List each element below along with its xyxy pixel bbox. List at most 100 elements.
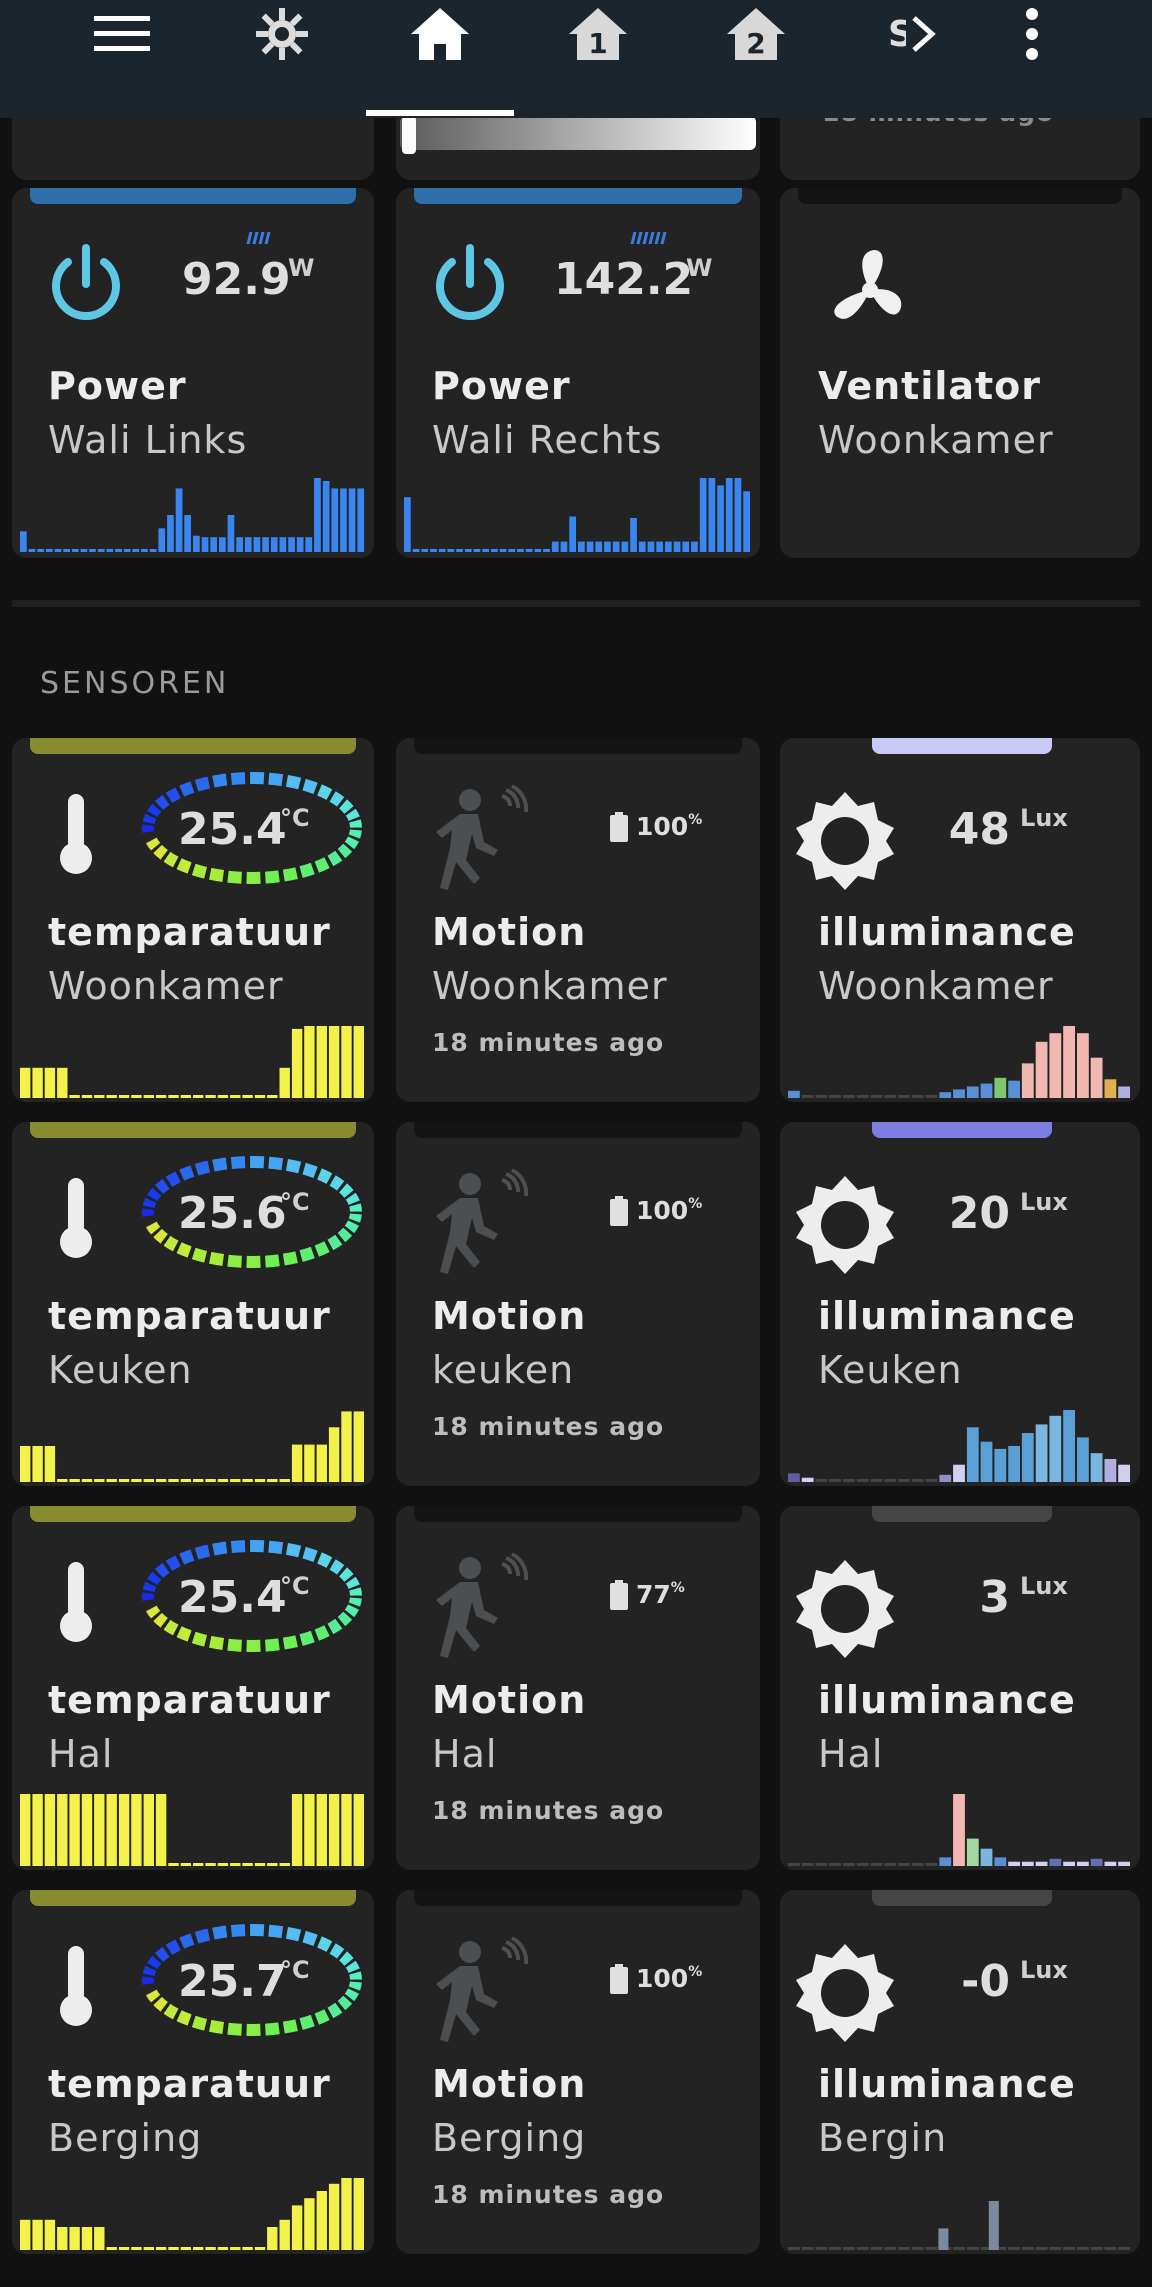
gauge-segment [163, 1619, 179, 1636]
card-accent-bar [30, 1122, 356, 1138]
gauge-segment [268, 1540, 284, 1555]
gauge-segment [212, 1541, 228, 1556]
history-bar [155, 1794, 167, 1866]
battery-icon [610, 1580, 628, 1610]
gauge-segment [329, 1943, 345, 1959]
gauge-segment [317, 1552, 333, 1568]
temperature-history-sparkline [20, 1794, 364, 1866]
gauge-segment [337, 1995, 353, 2011]
floor-1-icon[interactable]: 1 [566, 0, 630, 68]
gauge-segment [344, 1988, 359, 2002]
illuminance-unit: Lux [1020, 1188, 1068, 1216]
gauge-segment [302, 1546, 318, 1563]
history-bar [106, 2247, 117, 2250]
history-spike [988, 2201, 999, 2250]
history-bar [81, 1479, 93, 1482]
history-bar [1021, 2247, 1034, 2250]
gauge-segment [339, 1183, 354, 1198]
history-bar [1021, 1063, 1034, 1098]
temperature-value: 25.4 [178, 804, 287, 855]
card-subtitle: Hal [432, 1732, 498, 1776]
brightness-slider[interactable] [400, 116, 756, 150]
history-bar [638, 541, 646, 552]
motion-card[interactable]: 100% Motion Woonkamer 18 minutes ago [396, 738, 760, 1102]
gauge-segment [227, 870, 242, 884]
illuminance-card[interactable]: -0 Lux illuminance Bergin [780, 1890, 1140, 2254]
history-bar [143, 2247, 154, 2250]
card-title: temparatuur [48, 1294, 331, 1338]
history-bar [966, 1086, 979, 1098]
illuminance-card[interactable]: 20 Lux illuminance Keuken [780, 1122, 1140, 1486]
history-bar [884, 1095, 897, 1098]
floor-2-icon[interactable]: 2 [724, 0, 788, 68]
history-bar [270, 537, 278, 552]
more-icon[interactable] [1000, 0, 1064, 68]
history-bar [621, 541, 629, 552]
gauge-segment [264, 2022, 280, 2036]
illuminance-icon [796, 792, 894, 890]
home-icon[interactable] [408, 0, 472, 68]
gauge-segment [282, 867, 298, 882]
battery-unit: % [688, 1196, 703, 1212]
temperature-card[interactable]: 25.4 °C temparatuur Hal [12, 1506, 374, 1870]
history-bar [1104, 1861, 1117, 1866]
temperature-card[interactable]: 25.6 °C temparatuur Keuken [12, 1122, 374, 1486]
slider-handle[interactable] [402, 116, 416, 154]
history-bar [69, 1095, 80, 1098]
illuminance-card[interactable]: 3 Lux illuminance Hal [780, 1506, 1140, 1870]
history-bar [314, 478, 321, 552]
history-bar [1021, 1861, 1034, 1866]
history-bar [69, 1794, 80, 1866]
history-bar [499, 549, 507, 552]
menu-icon[interactable] [90, 0, 154, 68]
history-bar [180, 1479, 191, 1482]
settings-icon[interactable] [250, 0, 314, 68]
history-bar [673, 541, 681, 552]
history-bar [32, 1794, 43, 1866]
temperature-value: 25.7 [178, 1956, 287, 2007]
history-bar [1035, 1861, 1048, 1866]
gauge-segment [154, 794, 170, 810]
history-bar [254, 2247, 266, 2250]
gauge-segment [179, 1549, 195, 1565]
power-card-wali-rechts[interactable]: 142.2 W Power Wali Rechts [396, 188, 760, 558]
temperature-card[interactable]: 25.7 °C temparatuur Berging [12, 1890, 374, 2254]
card-accent-bar [872, 1506, 1052, 1522]
history-bar [801, 1863, 814, 1866]
history-bar [242, 1863, 253, 1866]
history-bar [1035, 2247, 1048, 2250]
illuminance-unit: Lux [1020, 804, 1068, 832]
history-bar [54, 549, 62, 552]
history-bar [205, 2247, 216, 2250]
gauge-segment [282, 2019, 298, 2034]
history-bar [1118, 1086, 1130, 1098]
history-bar [322, 481, 330, 552]
gauge-segment [147, 803, 162, 818]
scroll-right-icon[interactable] [898, 0, 948, 68]
active-tab-indicator [366, 110, 514, 116]
illuminance-unit: Lux [1020, 1956, 1068, 1984]
motion-card[interactable]: 100% Motion Berging 18 minutes ago [396, 1890, 760, 2254]
history-bar [80, 549, 88, 552]
svg-text:1: 1 [588, 27, 607, 60]
history-bar [1104, 1079, 1117, 1098]
history-bar [491, 549, 498, 552]
illuminance-card[interactable]: 48 Lux illuminance Woonkamer [780, 738, 1140, 1102]
history-bar [1008, 1446, 1020, 1482]
fan-card-woonkamer[interactable]: Ventilator Woonkamer [780, 188, 1140, 558]
history-bar [430, 549, 437, 552]
history-bar [242, 2247, 253, 2250]
motion-card[interactable]: 100% Motion keuken 18 minutes ago [396, 1122, 760, 1486]
gauge-segment [285, 1926, 302, 1942]
history-bar [44, 1794, 56, 1866]
history-bar [288, 537, 295, 552]
card-subtitle: Berging [48, 2116, 203, 2160]
temperature-card[interactable]: 25.4 °C temparatuur Woonkamer [12, 738, 374, 1102]
motion-card[interactable]: 77% Motion Hal 18 minutes ago [396, 1506, 760, 1870]
history-bar [118, 1095, 130, 1098]
history-bar [1008, 1080, 1020, 1098]
gauge-segment [314, 857, 330, 873]
gauge-segment [208, 1251, 225, 1266]
partial-tab-icon[interactable]: S [888, 13, 906, 55]
power-card-wali-links[interactable]: 92.9 W Power Wali Links [12, 188, 374, 558]
